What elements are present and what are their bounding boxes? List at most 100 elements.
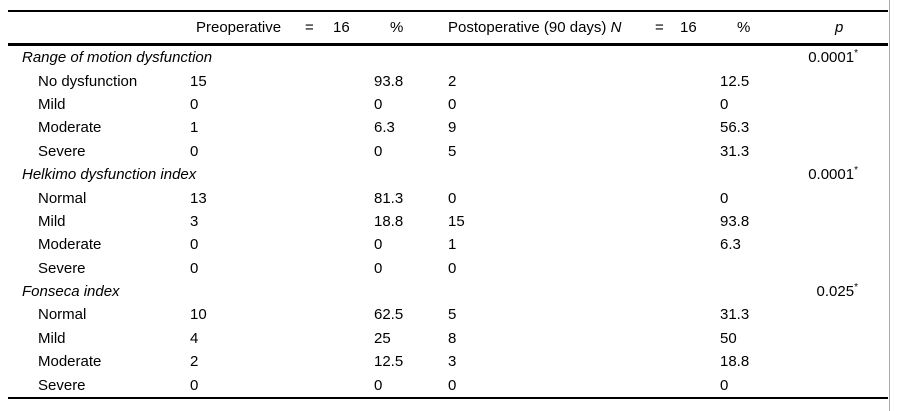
cell-pre-n: 0: [190, 259, 199, 277]
cell-p-value: 0.025*: [790, 282, 888, 301]
section-header-row: Helkimo dysfunction index 0.0001*: [8, 163, 888, 186]
row-label: Mild: [38, 95, 66, 113]
data-row: Moderate 1 6.3 9 56.3: [8, 116, 888, 139]
data-row: Normal 10 62.5 5 31.3: [8, 303, 888, 326]
col-header-pre-equals: =: [305, 19, 314, 36]
table-header-row: Preoperative = 16 % Postoperative (90 da…: [8, 12, 888, 46]
cell-pre-pct: 12.5: [374, 353, 404, 371]
cell-post-pct: 6.3: [720, 236, 741, 254]
cell-post-pct: 93.8: [720, 212, 750, 230]
figure-right-edge-line: [889, 0, 890, 411]
col-header-pre-percent: %: [390, 19, 404, 36]
p-value: 0.0001: [808, 166, 855, 184]
col-header-pre-n-count: 16: [333, 19, 350, 36]
data-row: Moderate 2 12.5 3 18.8: [8, 350, 888, 373]
col-header-preoperative: Preoperative: [196, 19, 282, 36]
data-row: Mild 4 25 8 50: [8, 327, 888, 350]
data-row: Severe 0 0 0 0: [8, 373, 888, 396]
row-label: Normal: [38, 306, 87, 324]
row-label: Moderate: [38, 119, 102, 137]
cell-pre-pct: 0: [374, 259, 383, 277]
section-header-row: Range of motion dysfunction 0.0001*: [8, 46, 888, 69]
cell-pre-pct: 93.8: [374, 72, 404, 90]
cell-pre-n: 4: [190, 329, 199, 347]
cell-post-n: 1: [448, 236, 457, 254]
cell-post-n: 0: [448, 376, 457, 394]
row-label: Mild: [38, 212, 66, 230]
cell-post-n: 0: [448, 189, 457, 207]
col-header-p: p: [835, 19, 844, 36]
section-header-row: Fonseca index 0.025*: [8, 280, 888, 303]
cell-pre-n: 1: [190, 119, 199, 137]
cell-pre-pct: 62.5: [374, 306, 404, 324]
data-row: Moderate 0 0 1 6.3: [8, 233, 888, 256]
cell-pre-n: 3: [190, 212, 199, 230]
cell-pre-pct: 0: [374, 95, 383, 113]
footnote-star: *: [854, 282, 858, 294]
cell-post-n: 2: [448, 72, 457, 90]
cell-post-n: 0: [448, 95, 457, 113]
row-label: Severe: [38, 142, 86, 160]
cell-post-pct: 18.8: [720, 353, 750, 371]
col-header-post-n-count: 16: [680, 19, 697, 36]
cell-post-pct: 12.5: [720, 72, 750, 90]
data-row: Mild 3 18.8 15 93.8: [8, 210, 888, 233]
cell-pre-n: 13: [190, 189, 207, 207]
col-header-post-equals: =: [655, 19, 664, 36]
postoperative-label: Postoperative (90 days): [448, 19, 607, 36]
cell-p-value: 0.0001*: [790, 48, 888, 67]
cell-pre-n: 15: [190, 72, 207, 90]
row-label: Normal: [38, 189, 87, 207]
cell-post-pct: 31.3: [720, 142, 750, 160]
cell-pre-pct: 81.3: [374, 189, 404, 207]
cell-post-pct: 56.3: [720, 119, 750, 137]
cell-pre-n: 0: [190, 142, 199, 160]
cell-pre-pct: 18.8: [374, 212, 404, 230]
data-row: Severe 0 0 0: [8, 257, 888, 280]
cell-post-pct: 31.3: [720, 306, 750, 324]
cell-pre-n: 10: [190, 306, 207, 324]
cell-pre-n: 0: [190, 236, 199, 254]
cell-post-n: 0: [448, 259, 457, 277]
data-row: Mild 0 0 0 0: [8, 93, 888, 116]
cell-pre-pct: 0: [374, 236, 383, 254]
footnote-star: *: [854, 48, 858, 60]
p-value: 0.0001: [808, 49, 855, 67]
row-label: Moderate: [38, 353, 102, 371]
cell-pre-pct: 25: [374, 329, 391, 347]
cell-pre-pct: 0: [374, 376, 383, 394]
outcomes-table: Preoperative = 16 % Postoperative (90 da…: [8, 10, 888, 399]
data-row: Severe 0 0 5 31.3: [8, 140, 888, 163]
col-header-post-percent: %: [737, 19, 751, 36]
cell-post-pct: 0: [720, 376, 729, 394]
cell-pre-n: 0: [190, 376, 199, 394]
cell-post-pct: 50: [720, 329, 737, 347]
row-label: No dysfunction: [38, 72, 138, 90]
cell-post-n: 5: [448, 306, 457, 324]
cell-post-n: 5: [448, 142, 457, 160]
cell-pre-pct: 6.3: [374, 119, 395, 137]
row-label: Moderate: [38, 236, 102, 254]
row-label: Mild: [38, 329, 66, 347]
table-body: Range of motion dysfunction 0.0001* No d…: [8, 46, 888, 397]
cell-post-pct: 0: [720, 95, 729, 113]
cell-post-pct: 0: [720, 189, 729, 207]
cell-post-n: 3: [448, 353, 457, 371]
row-label: Severe: [38, 259, 86, 277]
cell-pre-n: 2: [190, 353, 199, 371]
cell-pre-pct: 0: [374, 142, 383, 160]
col-header-postoperative: Postoperative (90 days) N: [448, 12, 621, 43]
p-value: 0.025: [816, 283, 855, 301]
cell-p-value: 0.0001*: [790, 166, 888, 184]
section-title: Fonseca index: [22, 283, 120, 301]
data-row: No dysfunction 15 93.8 2 12.5: [8, 69, 888, 92]
section-title: Range of motion dysfunction: [22, 49, 213, 67]
cell-post-n: 8: [448, 329, 457, 347]
cell-post-n: 9: [448, 119, 457, 137]
cell-pre-n: 0: [190, 95, 199, 113]
cell-post-n: 15: [448, 212, 465, 230]
section-title: Helkimo dysfunction index: [22, 166, 197, 184]
postoperative-n-symbol: N: [610, 19, 622, 36]
row-label: Severe: [38, 376, 86, 394]
